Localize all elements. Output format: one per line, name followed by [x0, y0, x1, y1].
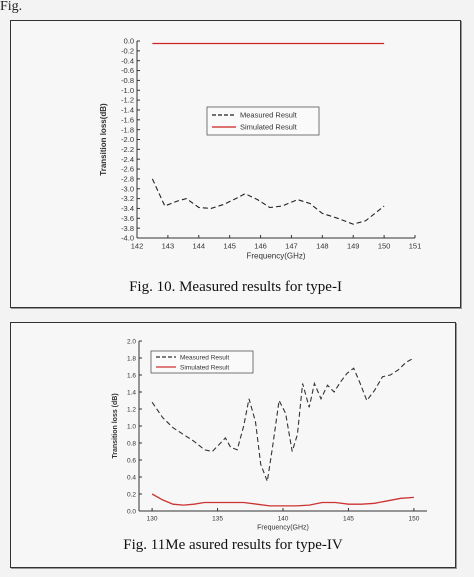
legend-label: Measured Result	[180, 354, 229, 361]
x-tick-label: 151	[409, 242, 422, 251]
y-tick-label: 0.2	[127, 491, 136, 498]
figure-panel-type-i: 0.0 -0.2 -0.4 -0.6 -0.8 -1.0 -1.2 -1.4 -1.6 -1.8-…	[10, 20, 461, 308]
legend-label: Measured Result	[240, 111, 298, 120]
x-tick-label: 135	[212, 516, 223, 523]
y-tick-label: 1.8	[127, 355, 136, 362]
page-text-fragment: Fig.	[0, 0, 23, 14]
y-tick-label: 1.0	[127, 423, 136, 430]
y-tick-label: -0.6	[121, 66, 134, 75]
y-tick-label: 2.0	[127, 338, 136, 345]
y-tick-label: -3.4	[121, 204, 134, 213]
y-tick-label: -2.6	[121, 165, 134, 174]
y-tick-label: 1.2	[127, 406, 136, 413]
figure-caption: Fig. 11Me asured results for type-IV	[123, 537, 343, 553]
x-tick-label: 130	[147, 516, 158, 523]
x-tick-label: 140	[278, 516, 289, 523]
x-axis-label: Frequency(GHz)	[246, 252, 305, 261]
x-tick-label: 145	[223, 242, 236, 251]
series-line-measured	[151, 178, 385, 225]
y-tick-label: -0.2	[121, 46, 134, 55]
x-tick-label: 148	[316, 242, 329, 251]
legend-label: Simulated Result	[240, 123, 298, 132]
series-line-simulated	[151, 493, 414, 507]
y-tick-label: -2.4	[121, 155, 134, 164]
x-tick-label: 150	[408, 516, 419, 523]
y-tick-label: -1.8	[121, 125, 134, 134]
x-tick-label: 143	[162, 242, 175, 251]
chart-type-i: 0.0-0.2-0.4-0.6-0.8-1.0-1.2-1.4-1.6-1.8-…	[99, 37, 422, 261]
y-tick-label: -1.2	[121, 96, 134, 105]
x-tick-label: 145	[343, 516, 354, 523]
y-tick-label: -2.2	[121, 145, 134, 154]
y-tick-label: -2.0	[121, 135, 134, 144]
x-tick-label: 147	[285, 242, 298, 251]
series-line-measured	[151, 357, 415, 484]
legend-box	[206, 106, 320, 136]
y-tick-label: -3.6	[121, 214, 134, 223]
y-tick-label: -3.8	[121, 224, 134, 233]
y-tick-label: -2.8	[121, 175, 134, 184]
y-tick-label: 0.8	[127, 440, 136, 447]
x-tick-label: 144	[193, 242, 206, 251]
legend-label: Simulated Result	[180, 364, 229, 371]
chart-type-iv: 0.0 0.2 0.4 0.6 0.8 1.0 1.2 1.4 1.6 1.8 2.0 130 135 1…	[112, 338, 427, 532]
figure-panel-type-iv: 0.0 0.2 0.4 0.6 0.8 1.0 1.2 1.4 1.6 1.8 2.0 130 135 1…	[10, 322, 456, 568]
y-tick-label: 1.4	[127, 389, 136, 396]
y-tick-label: 0.0	[127, 508, 136, 515]
y-axis-label: Transition loss (dB)	[112, 393, 119, 458]
y-tick-label: -4.0	[121, 234, 134, 243]
y-tick-label: 1.6	[127, 372, 136, 379]
y-tick-label: -0.8	[121, 76, 134, 85]
y-tick-label: -3.2	[121, 194, 134, 203]
y-tick-label: -1.0	[121, 86, 134, 95]
y-tick-label: 0.0	[124, 37, 134, 46]
x-tick-label: 142	[131, 242, 144, 251]
y-tick-label: -3.0	[121, 184, 134, 193]
figure-caption: Fig. 10. Measured results for type-I	[129, 279, 342, 295]
y-tick-label: -1.4	[121, 106, 134, 115]
y-tick-label: -0.4	[121, 56, 134, 65]
y-tick-label: -1.6	[121, 115, 134, 124]
x-axis-label: Frequency(GHz)	[257, 525, 309, 532]
x-tick-label: 150	[378, 242, 391, 251]
x-tick-label: 149	[347, 242, 360, 251]
x-tick-label: 146	[254, 242, 267, 251]
legend-box	[150, 350, 254, 374]
y-tick-label: 0.6	[127, 457, 136, 464]
y-axis-label: Transition loss(dB)	[99, 103, 108, 176]
y-tick-label: 0.4	[127, 474, 136, 481]
